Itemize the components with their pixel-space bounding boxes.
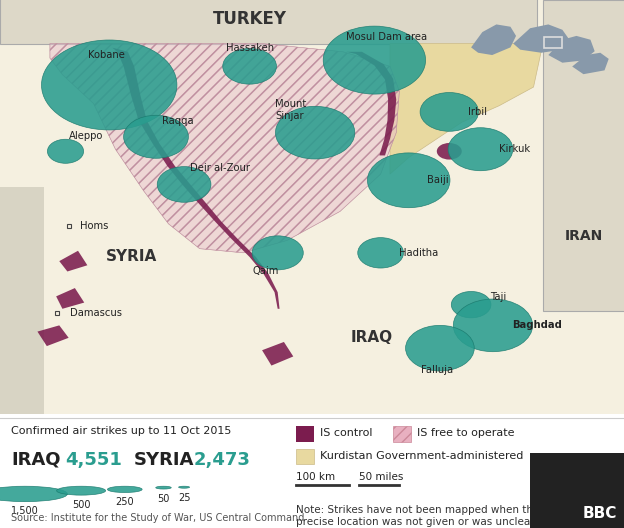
Circle shape — [406, 325, 474, 371]
Circle shape — [57, 486, 105, 495]
Polygon shape — [59, 251, 87, 271]
Text: 1,500: 1,500 — [11, 506, 39, 516]
Circle shape — [47, 139, 84, 163]
Text: BBC: BBC — [583, 506, 618, 521]
Circle shape — [41, 40, 177, 130]
Text: IS free to operate: IS free to operate — [417, 428, 514, 438]
Circle shape — [107, 486, 142, 493]
Circle shape — [124, 115, 188, 158]
Text: IRAQ: IRAQ — [350, 331, 392, 345]
Text: 100 km: 100 km — [296, 472, 336, 482]
Circle shape — [453, 299, 533, 352]
Bar — [296, 426, 314, 442]
Text: 50: 50 — [157, 494, 170, 504]
Polygon shape — [50, 43, 399, 253]
Text: 50 miles: 50 miles — [359, 472, 403, 482]
Text: 25: 25 — [178, 493, 190, 503]
Text: Confirmed air strikes up to 11 Oct 2015: Confirmed air strikes up to 11 Oct 2015 — [11, 426, 232, 436]
Circle shape — [451, 291, 491, 318]
Text: IS control: IS control — [320, 428, 373, 438]
Polygon shape — [346, 52, 396, 155]
Text: Damascus: Damascus — [70, 308, 122, 318]
Circle shape — [358, 238, 404, 268]
Text: IRAN: IRAN — [564, 229, 603, 243]
Circle shape — [323, 26, 426, 94]
Polygon shape — [37, 325, 69, 346]
Polygon shape — [390, 43, 543, 174]
Text: Baiji: Baiji — [427, 175, 449, 185]
Polygon shape — [572, 53, 608, 74]
Polygon shape — [262, 342, 293, 365]
Text: Hassakeh: Hassakeh — [225, 43, 274, 53]
Circle shape — [420, 92, 479, 131]
Text: Kurdistan Government-administered: Kurdistan Government-administered — [320, 451, 524, 461]
Text: IRAQ: IRAQ — [11, 451, 61, 469]
Circle shape — [156, 486, 171, 489]
Polygon shape — [0, 186, 44, 414]
Text: Note: Strikes have not been mapped when the
precise location was not given or wa: Note: Strikes have not been mapped when … — [296, 505, 540, 527]
Circle shape — [448, 128, 513, 171]
Text: 250: 250 — [115, 497, 134, 507]
Circle shape — [178, 486, 190, 488]
Bar — [544, 36, 562, 48]
Circle shape — [437, 143, 462, 159]
Text: Raqqa: Raqqa — [162, 116, 194, 126]
Polygon shape — [548, 36, 595, 63]
Text: Falluja: Falluja — [421, 365, 453, 375]
Text: Kirkuk: Kirkuk — [499, 144, 530, 154]
Circle shape — [0, 486, 67, 502]
Text: SYRIA: SYRIA — [134, 451, 195, 469]
Text: Mosul Dam area: Mosul Dam area — [346, 32, 427, 42]
Circle shape — [368, 153, 450, 208]
Text: Aleppo: Aleppo — [69, 130, 103, 140]
Text: TURKEY: TURKEY — [213, 10, 286, 27]
Polygon shape — [543, 0, 624, 311]
Polygon shape — [0, 0, 537, 43]
Text: Source: Institute for the Study of War, US Central Command: Source: Institute for the Study of War, … — [11, 513, 305, 523]
Text: Deir al-Zour: Deir al-Zour — [190, 163, 250, 173]
Text: Taji: Taji — [490, 292, 506, 302]
Circle shape — [275, 106, 355, 159]
Polygon shape — [471, 24, 516, 55]
Text: 4,551: 4,551 — [66, 451, 122, 469]
Bar — [393, 426, 411, 442]
Polygon shape — [112, 48, 280, 309]
Text: 2,473: 2,473 — [193, 451, 250, 469]
Circle shape — [252, 236, 303, 270]
Polygon shape — [56, 288, 84, 309]
Text: Kobane: Kobane — [87, 50, 125, 60]
Circle shape — [157, 167, 211, 202]
Text: Mount
Sinjar: Mount Sinjar — [275, 99, 306, 120]
Text: 500: 500 — [72, 499, 90, 510]
Polygon shape — [513, 24, 569, 53]
Bar — [296, 449, 314, 465]
Text: Qaim: Qaim — [252, 267, 278, 277]
Text: Homs: Homs — [80, 221, 108, 231]
Circle shape — [223, 49, 276, 84]
Text: Baghdad: Baghdad — [512, 320, 562, 331]
Text: SYRIA: SYRIA — [105, 249, 157, 265]
Text: Haditha: Haditha — [399, 248, 439, 258]
Text: Irbil: Irbil — [468, 107, 487, 117]
